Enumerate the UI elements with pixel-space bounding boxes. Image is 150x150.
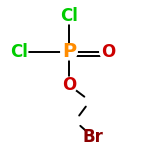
Circle shape [61, 77, 77, 93]
Circle shape [11, 44, 28, 60]
Text: O: O [62, 76, 76, 94]
Text: Br: Br [82, 128, 103, 146]
Text: O: O [101, 43, 115, 61]
Circle shape [85, 129, 101, 145]
Text: Cl: Cl [11, 43, 28, 61]
Circle shape [100, 44, 116, 60]
Text: Cl: Cl [60, 7, 78, 25]
Text: P: P [62, 42, 76, 61]
Circle shape [61, 44, 77, 60]
Circle shape [61, 8, 77, 24]
